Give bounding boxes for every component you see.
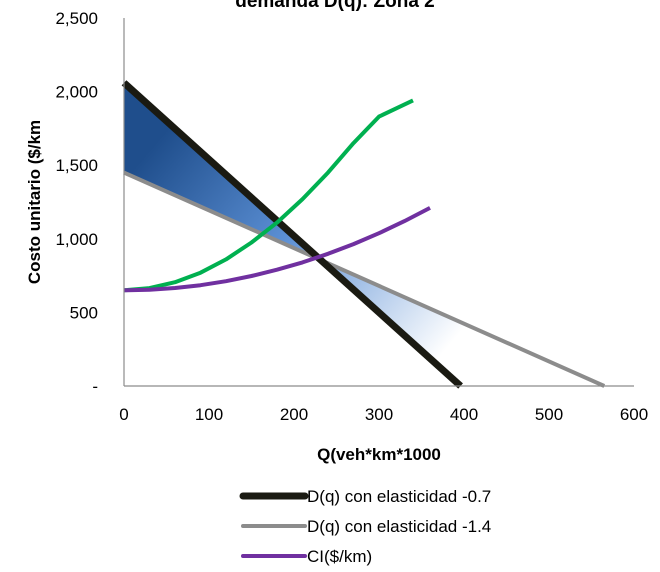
x-axis-label: Q(veh*km*1000 (317, 445, 441, 464)
legend-item: D(q) con elasticidad -0.7 (239, 487, 491, 506)
x-tick-label: 100 (195, 405, 223, 424)
legend: D(q) con elasticidad -0.7 D(q) con elasti… (239, 487, 491, 566)
x-tick-label: 300 (365, 405, 393, 424)
legend-label: D(q) con elasticidad -0.7 (307, 487, 491, 506)
y-tick-label: 2,000 (55, 83, 98, 102)
x-tick-label: 400 (450, 405, 478, 424)
y-tick-label: 1,500 (55, 156, 98, 175)
shaded-region (124, 82, 605, 387)
y-tick-label: 2,500 (55, 9, 98, 28)
x-tick-label: 0 (119, 405, 128, 424)
series-line-3 (123, 98, 414, 293)
legend-item: D(q) con elasticidad -1.4 (241, 517, 491, 536)
plot-area (121, 80, 606, 389)
y-tick-label: 1,000 (55, 230, 98, 249)
y-axis-label: Costo unitario ($/km (25, 120, 44, 284)
y-tick-label: - (92, 377, 98, 396)
legend-label: D(q) con elasticidad -1.4 (307, 517, 491, 536)
legend-item: CI($/km) (241, 547, 372, 566)
legend-label: CI($/km) (307, 547, 372, 566)
x-tick-label: 500 (535, 405, 563, 424)
chart-title: demanda D(q): Zona 2 (235, 0, 435, 12)
series-layer (121, 80, 606, 389)
series-line-2 (123, 206, 431, 293)
y-tick-label: 500 (70, 303, 98, 322)
x-tick-label: 600 (620, 405, 648, 424)
series-line-0 (121, 80, 463, 389)
series-line-1 (123, 170, 606, 388)
x-tick-label: 200 (280, 405, 308, 424)
y-tick-labels: - 500 1,000 1,500 2,000 2,500 (55, 9, 98, 396)
x-tick-labels: 0 100 200 300 400 500 600 (119, 405, 648, 424)
